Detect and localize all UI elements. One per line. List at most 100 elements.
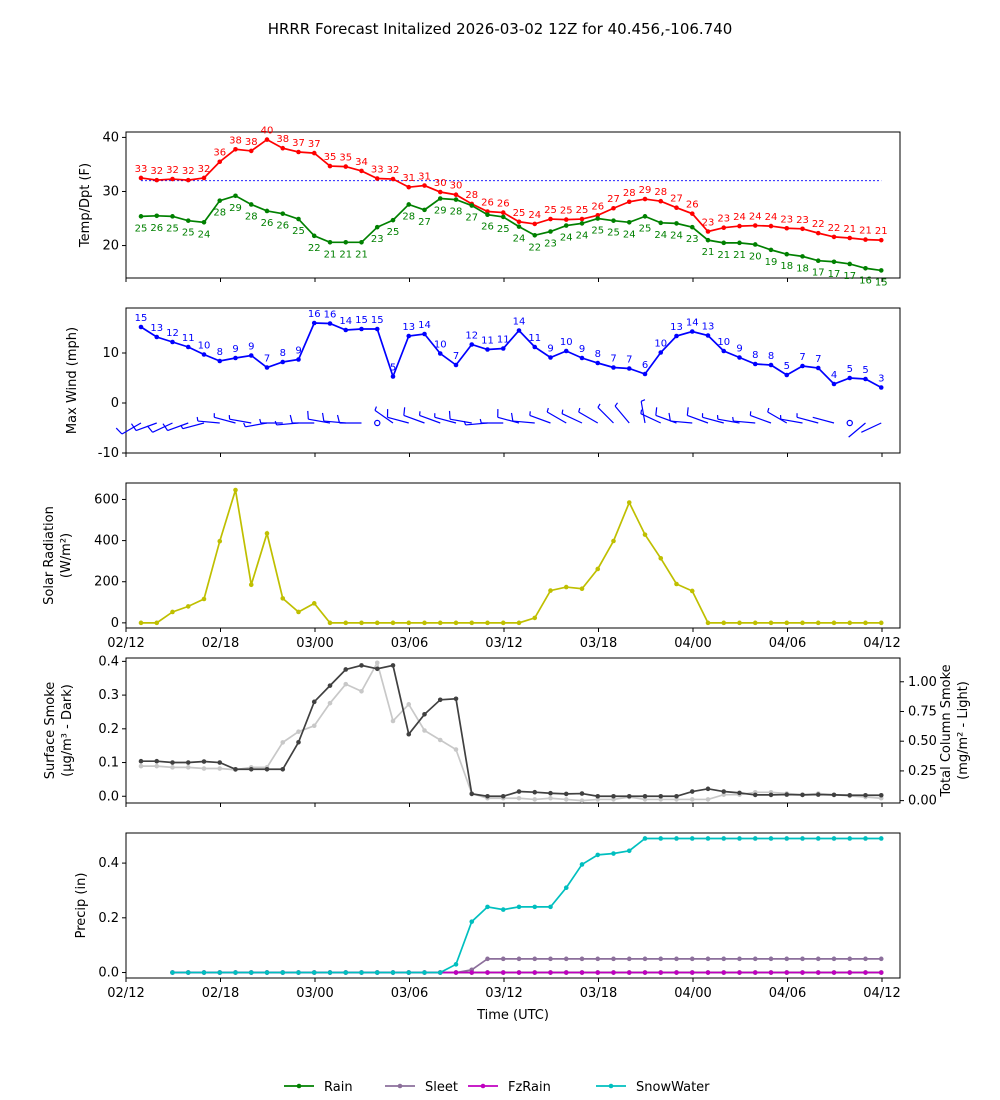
dewpoint-data-label: 25 (387, 227, 400, 238)
wind-barb (448, 410, 472, 424)
wind-data-label: 11 (497, 335, 510, 346)
wind-barb (812, 416, 835, 424)
solar-frame (125, 482, 901, 629)
barb-flag (130, 423, 137, 431)
temp-data-label: 30 (450, 181, 463, 192)
column-smoke-series-point (453, 747, 459, 752)
column-smoke-series-point (390, 718, 396, 724)
wind-barb (668, 412, 693, 424)
precip-snowwater-series-point (815, 836, 821, 841)
solar-series-point (863, 620, 868, 626)
legend-item-fzrain: FzRain (468, 1080, 551, 1095)
wind-data-label: 9 (579, 344, 585, 355)
surface-smoke-series-point (327, 683, 333, 688)
temp-series-point (185, 177, 191, 183)
temp-series-point (800, 226, 805, 232)
wind-data-label: 7 (610, 354, 616, 365)
wind-series-point (532, 344, 538, 350)
wind-series-point (595, 360, 601, 366)
dewpoint-series-point (831, 259, 837, 265)
wind-data-label: 13 (402, 322, 415, 333)
temp-data-label: 21 (875, 226, 888, 237)
wind-ylabel: Max Wind (mph) (65, 327, 80, 434)
temp-data-label: 21 (843, 224, 856, 235)
barb-staff (449, 418, 472, 424)
wind-series-point (878, 385, 884, 390)
solar-series-point (233, 487, 238, 493)
barb-staff (182, 422, 205, 430)
barb-half (196, 416, 199, 422)
temp-data-label: 40 (261, 126, 274, 137)
surface-smoke-series-point (705, 786, 711, 792)
smoke-right-ytick-label: 0.75 (908, 704, 937, 719)
barb-staff (135, 422, 157, 432)
barb-half (180, 424, 184, 429)
wind-data-label: 14 (418, 320, 431, 331)
precip-xtick-label: 04/00 (674, 986, 711, 1001)
wind-barb (546, 407, 567, 424)
wind-data-label: 8 (768, 351, 774, 362)
dewpoint-data-label: 24 (513, 234, 526, 245)
wind-series-point (233, 355, 238, 361)
precip-xtick-label: 03/06 (391, 986, 428, 1001)
wind-series-point (170, 339, 175, 345)
surface-smoke-series-point (390, 663, 396, 668)
dewpoint-series-point (658, 220, 664, 226)
solar-xtick-label: 02/12 (107, 636, 144, 651)
solar-series-point (642, 532, 648, 537)
temp-ytick-label: 20 (102, 239, 119, 254)
column-smoke-series-point (563, 797, 569, 802)
wind-barb (796, 413, 819, 424)
temp-series-point (248, 148, 254, 154)
precip-sleet-series-point (563, 956, 569, 962)
legend: Rain Sleet FzRain SnowWater (284, 1080, 710, 1095)
barb-half (274, 420, 278, 426)
surface-smoke-series-point (831, 792, 837, 798)
temp-data-label: 24 (765, 212, 778, 223)
wind-data-label: 10 (654, 339, 667, 350)
dewpoint-series-point (154, 213, 160, 219)
precip-fzrain-series-point (642, 970, 648, 975)
column-smoke-series-point (658, 797, 664, 802)
barb-staff (387, 416, 409, 424)
precip-sleet-series-point (674, 956, 679, 962)
solar-xtick-label: 02/18 (202, 636, 239, 651)
surface-smoke-series-point (138, 758, 144, 764)
precip-fzrain-series-point (689, 970, 695, 975)
barb-flag (668, 412, 671, 422)
dewpoint-series-line (140, 194, 882, 272)
barb-staff (578, 411, 599, 424)
column-smoke-series-point (579, 798, 585, 803)
temp-data-label: 25 (513, 208, 526, 219)
barb-staff (403, 414, 425, 424)
dewpoint-series-point (296, 216, 301, 222)
dewpoint-series-point (485, 212, 490, 218)
barb-staff (614, 405, 630, 424)
surface-smoke-series-point (863, 792, 868, 798)
precip-fzrain-series-point (721, 970, 727, 975)
dewpoint-data-label: 17 (843, 271, 856, 282)
barb-flag (146, 425, 154, 433)
wind-data-label: 4 (831, 370, 837, 381)
wind-series-point (311, 320, 317, 326)
barb-staff (733, 420, 756, 424)
precip-snowwater-series-point (752, 836, 758, 841)
barb-half (578, 407, 581, 413)
precip-sleet-series-point (800, 956, 805, 962)
dewpoint-data-label: 15 (875, 277, 888, 288)
surface-smoke-series-point (737, 790, 742, 796)
dewpoint-data-label: 23 (371, 234, 384, 245)
temp-ylabel: Temp/Dpt (F) (78, 163, 93, 248)
surface-smoke-series-point (154, 758, 160, 764)
legend-marker (480, 1083, 486, 1089)
temp-series-point (311, 150, 317, 156)
temp-data-label: 29 (639, 185, 652, 196)
precip-snowwater-series-point (485, 904, 490, 910)
dewpoint-data-label: 25 (135, 223, 148, 234)
wind-series-point (374, 326, 380, 332)
solar-series-point (469, 620, 475, 626)
wind-data-label: 15 (355, 315, 368, 326)
temp-data-label: 26 (591, 201, 604, 212)
wind-barb (767, 407, 788, 424)
